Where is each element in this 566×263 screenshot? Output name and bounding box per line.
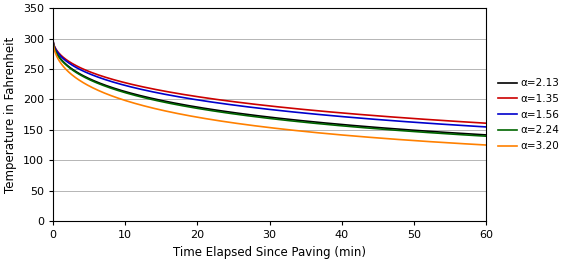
Y-axis label: Temperature in Fahrenheit: Temperature in Fahrenheit bbox=[4, 37, 17, 193]
α=1.35 bbox=[483, 122, 490, 125]
α=1.35 bbox=[126, 82, 133, 85]
α=1.35 bbox=[376, 114, 383, 118]
α=1.35 bbox=[339, 112, 346, 115]
α=1.35 bbox=[246, 102, 252, 105]
α=3.20 bbox=[305, 130, 312, 133]
Line: α=2.13: α=2.13 bbox=[53, 41, 486, 135]
α=2.24 bbox=[376, 127, 383, 130]
α=1.56 bbox=[126, 85, 133, 88]
α=1.35 bbox=[161, 89, 168, 93]
α=2.24 bbox=[126, 92, 133, 95]
α=2.13 bbox=[339, 123, 346, 126]
Line: α=1.35: α=1.35 bbox=[53, 40, 486, 123]
X-axis label: Time Elapsed Since Paving (min): Time Elapsed Since Paving (min) bbox=[173, 246, 366, 259]
α=1.56 bbox=[339, 115, 346, 118]
α=2.24 bbox=[50, 39, 57, 42]
α=1.56 bbox=[483, 125, 490, 129]
α=1.56 bbox=[376, 118, 383, 121]
Line: α=1.56: α=1.56 bbox=[53, 41, 486, 127]
Legend: α=2.13, α=1.35, α=1.56, α=2.24, α=3.20: α=2.13, α=1.35, α=1.56, α=2.24, α=3.20 bbox=[496, 76, 562, 153]
α=2.24 bbox=[161, 101, 168, 104]
α=1.56 bbox=[50, 39, 57, 42]
α=3.20 bbox=[246, 123, 252, 127]
α=1.35 bbox=[305, 108, 312, 112]
α=1.35 bbox=[50, 39, 57, 42]
α=3.20 bbox=[126, 100, 133, 103]
α=1.56 bbox=[246, 105, 252, 109]
Line: α=3.20: α=3.20 bbox=[53, 41, 486, 145]
α=1.56 bbox=[305, 112, 312, 115]
α=2.13 bbox=[50, 39, 57, 42]
α=3.20 bbox=[376, 136, 383, 140]
α=1.56 bbox=[161, 93, 168, 96]
α=2.13 bbox=[305, 120, 312, 123]
Line: α=2.24: α=2.24 bbox=[53, 41, 486, 136]
α=2.24 bbox=[483, 135, 490, 138]
α=3.20 bbox=[339, 133, 346, 136]
α=3.20 bbox=[483, 143, 490, 146]
α=2.13 bbox=[161, 99, 168, 103]
α=2.13 bbox=[376, 126, 383, 129]
α=2.13 bbox=[126, 91, 133, 94]
α=3.20 bbox=[50, 40, 57, 43]
α=2.24 bbox=[246, 114, 252, 118]
α=2.24 bbox=[305, 121, 312, 124]
α=2.24 bbox=[339, 124, 346, 128]
α=2.13 bbox=[483, 133, 490, 136]
α=2.13 bbox=[246, 113, 252, 116]
α=3.20 bbox=[161, 109, 168, 112]
